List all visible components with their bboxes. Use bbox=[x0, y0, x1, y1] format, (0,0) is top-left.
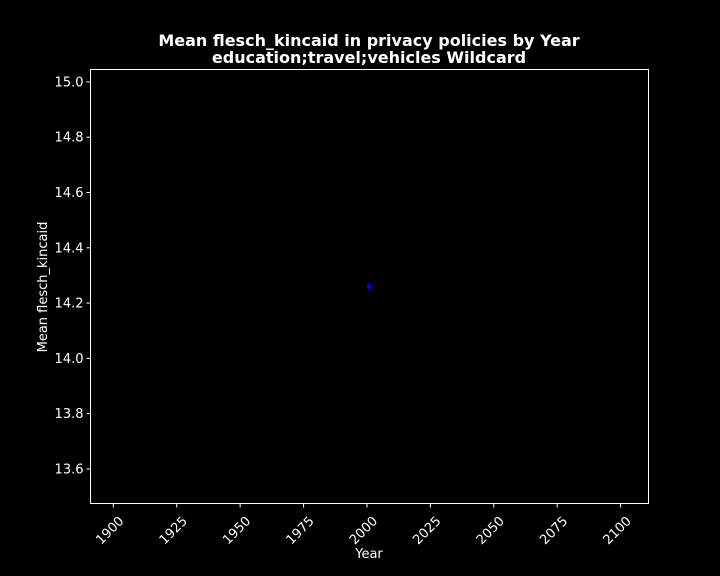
y-axis-label: Mean flesch_kincaid bbox=[36, 222, 51, 353]
x-tick-label: 2000 bbox=[347, 514, 381, 548]
x-tick-label: 2100 bbox=[601, 514, 635, 548]
x-tick-label: 1925 bbox=[157, 514, 191, 548]
y-tick-label: 14.4 bbox=[55, 241, 84, 256]
x-tick-label: 2050 bbox=[474, 514, 508, 548]
x-tick-label: 1950 bbox=[220, 514, 254, 548]
data-point bbox=[367, 284, 372, 289]
y-tick-label: 14.2 bbox=[55, 297, 84, 312]
y-tick-label: 14.6 bbox=[55, 186, 84, 201]
chart-subtitle: education;travel;vehicles Wildcard bbox=[212, 48, 526, 67]
x-tick-label: 2075 bbox=[537, 514, 571, 548]
x-axis-label: Year bbox=[354, 547, 383, 562]
plot-area bbox=[90, 69, 649, 504]
y-tick-label: 15.0 bbox=[55, 75, 84, 90]
data-points bbox=[367, 284, 372, 289]
y-tick-label: 14.8 bbox=[55, 131, 84, 146]
x-tick-label: 1975 bbox=[284, 514, 318, 548]
chart-title: Mean flesch_kincaid in privacy policies … bbox=[158, 31, 579, 50]
x-tick-label: 1900 bbox=[93, 514, 127, 548]
y-tick-label: 14.0 bbox=[55, 352, 84, 367]
x-tick-label: 2025 bbox=[410, 514, 444, 548]
y-axis: 13.6 13.8 14.0 14.2 14.4 14.6 14.8 15.0 bbox=[55, 75, 91, 477]
x-axis: 1900 1925 1950 1975 2000 2025 2050 2075 2100 bbox=[93, 503, 635, 548]
y-tick-label: 13.6 bbox=[55, 462, 84, 477]
y-tick-label: 13.8 bbox=[55, 407, 84, 422]
